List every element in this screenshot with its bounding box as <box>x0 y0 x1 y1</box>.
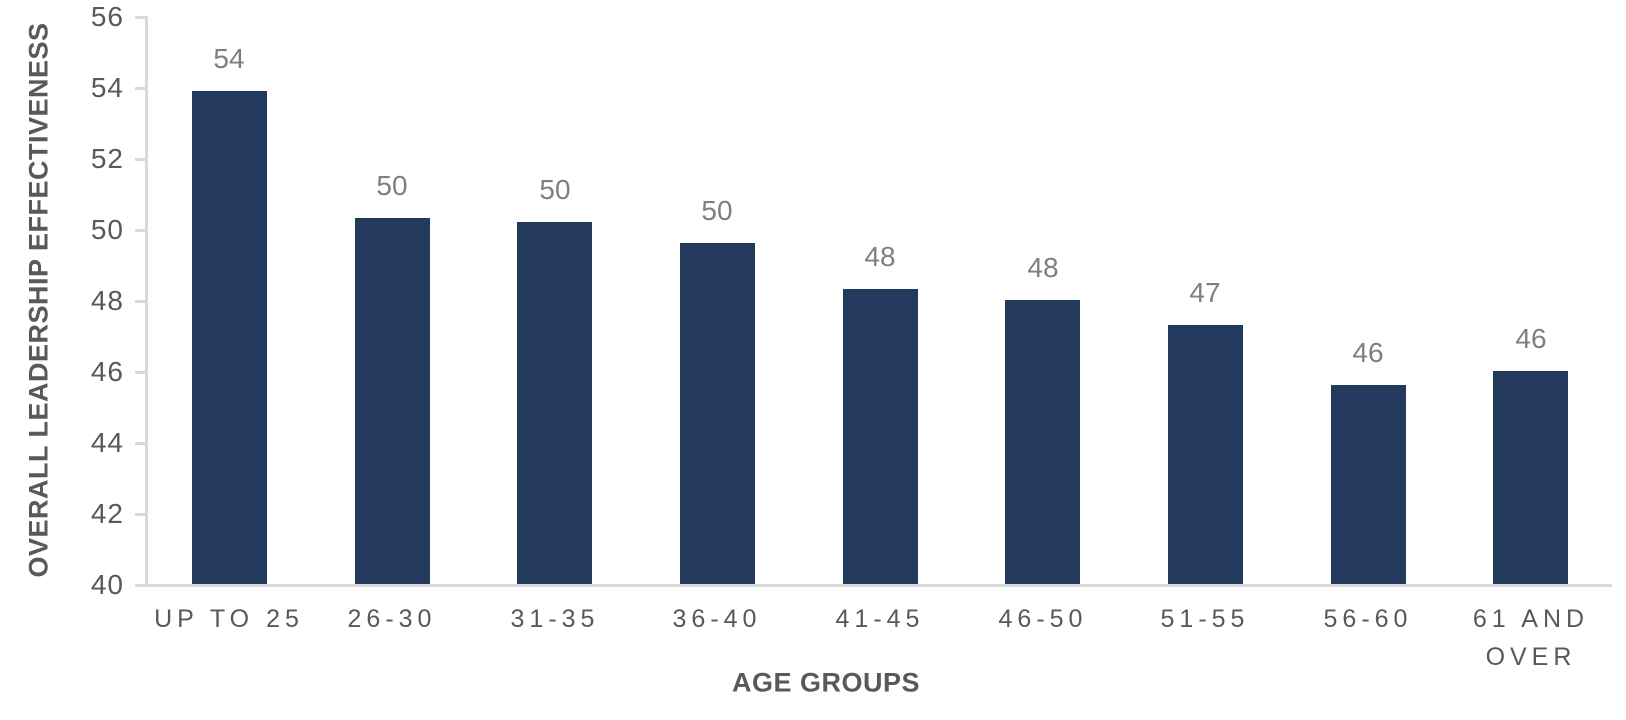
x-tick-label: OVER <box>1485 643 1577 671</box>
bar-value-label: 48 <box>864 241 896 272</box>
bar-value-label: 54 <box>213 43 245 74</box>
bar <box>1005 300 1080 584</box>
y-tick-label: 54 <box>90 72 124 103</box>
bar-value-label: 47 <box>1189 277 1221 308</box>
y-tick-mark <box>135 513 148 516</box>
bar <box>1168 325 1243 584</box>
y-tick-label: 44 <box>90 427 124 458</box>
y-tick-mark <box>135 16 148 19</box>
y-tick-label: 56 <box>90 1 124 32</box>
x-tick-label: 36-40 <box>672 605 762 633</box>
x-tick-label: 46-50 <box>998 605 1088 633</box>
x-tick-label: 56-60 <box>1323 605 1413 633</box>
bar <box>680 243 755 584</box>
bar <box>192 91 267 584</box>
bar <box>1331 385 1406 584</box>
y-tick-mark <box>135 158 148 161</box>
y-tick-mark <box>135 300 148 303</box>
y-tick-label: 46 <box>90 356 124 387</box>
x-tick-label: 26-30 <box>347 605 437 633</box>
y-tick-mark <box>135 87 148 90</box>
bar-value-label: 50 <box>539 174 571 205</box>
y-tick-label: 48 <box>90 285 124 316</box>
bar-value-label: 50 <box>701 195 733 226</box>
bar <box>843 289 918 584</box>
bar <box>1493 371 1568 584</box>
bar-value-label: 46 <box>1352 337 1384 368</box>
bar-value-label: 46 <box>1515 323 1547 354</box>
y-tick-mark <box>135 229 148 232</box>
y-tick-mark <box>135 442 148 445</box>
x-tick-label: 41-45 <box>835 605 925 633</box>
bar-value-label: 50 <box>376 170 408 201</box>
x-tick-label: 51-55 <box>1160 605 1250 633</box>
y-tick-mark <box>135 584 148 587</box>
y-tick-label: 52 <box>90 143 124 174</box>
bar-value-label: 48 <box>1027 252 1059 283</box>
x-axis-line <box>145 584 1612 587</box>
x-tick-label: 31-35 <box>510 605 600 633</box>
y-tick-label: 40 <box>90 569 124 600</box>
y-tick-label: 42 <box>90 498 124 529</box>
y-tick-label: 50 <box>90 214 124 245</box>
bar <box>517 222 592 584</box>
y-tick-mark <box>135 371 148 374</box>
x-tick-label: 61 AND <box>1472 605 1590 633</box>
x-tick-label: UP TO 25 <box>154 605 304 633</box>
bar <box>355 218 430 584</box>
x-axis-title: AGE GROUPS <box>731 667 921 698</box>
